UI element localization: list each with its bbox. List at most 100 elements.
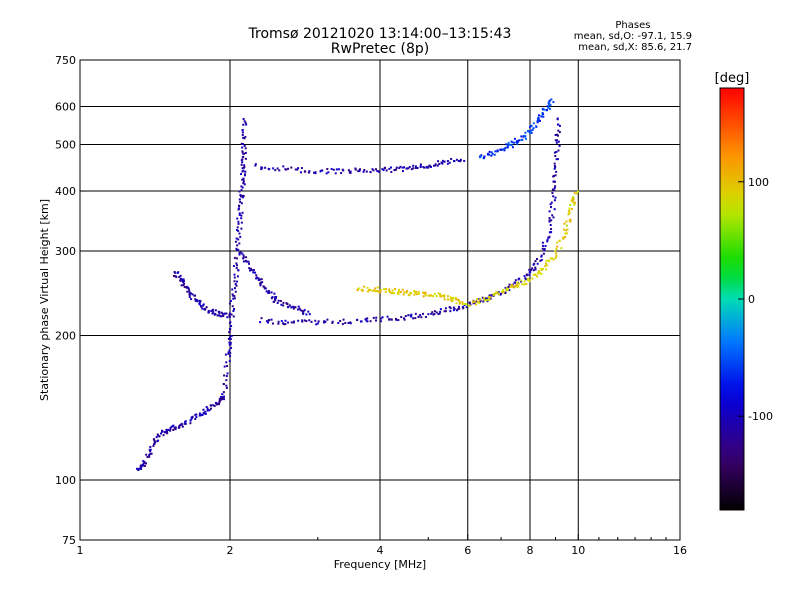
data-point <box>459 158 462 161</box>
data-point <box>437 292 440 295</box>
data-point <box>572 197 575 200</box>
data-point <box>496 149 499 152</box>
data-point <box>531 267 534 270</box>
data-point <box>556 158 559 161</box>
data-point <box>183 422 186 425</box>
data-point <box>389 290 392 293</box>
data-point <box>467 305 470 308</box>
data-point <box>239 200 242 203</box>
data-point <box>183 282 186 285</box>
data-point <box>271 322 274 325</box>
data-point <box>530 124 533 127</box>
data-point <box>363 285 366 288</box>
data-point <box>360 288 363 291</box>
data-point <box>335 168 338 171</box>
data-point <box>222 315 225 318</box>
data-point <box>478 301 481 304</box>
data-point <box>294 306 297 309</box>
data-point <box>563 222 566 225</box>
data-point <box>361 289 364 292</box>
data-point <box>155 436 158 439</box>
data-point <box>476 300 479 303</box>
data-point <box>394 317 397 320</box>
data-point <box>536 121 539 124</box>
data-point <box>461 305 464 308</box>
data-point <box>399 290 402 293</box>
data-point <box>414 291 417 294</box>
data-point <box>549 257 552 260</box>
data-point <box>385 169 388 172</box>
y-tick-label: 750 <box>55 54 76 67</box>
data-point <box>174 426 177 429</box>
data-point <box>182 278 185 281</box>
data-point <box>194 298 197 301</box>
data-point <box>222 391 225 394</box>
data-point <box>244 121 247 124</box>
data-point <box>303 170 306 173</box>
data-point <box>243 120 246 123</box>
phase-stats-x: mean, sd,X: 85.6, 21.7 <box>578 42 692 53</box>
data-point <box>402 317 405 320</box>
data-point <box>217 314 220 317</box>
data-point <box>170 425 173 428</box>
data-point <box>145 453 148 456</box>
data-point <box>488 298 491 301</box>
data-point <box>554 196 557 199</box>
data-point <box>555 254 558 257</box>
data-point <box>475 300 478 303</box>
data-point <box>516 281 519 284</box>
data-point <box>240 214 243 217</box>
data-point <box>456 308 459 311</box>
data-point <box>229 351 232 354</box>
data-point <box>558 144 561 147</box>
data-point <box>149 453 152 456</box>
data-point <box>267 292 270 295</box>
data-point <box>510 144 513 147</box>
data-point <box>446 295 449 298</box>
data-point <box>227 351 230 354</box>
data-point <box>544 245 547 248</box>
data-point <box>537 116 540 119</box>
data-point <box>414 317 417 320</box>
data-point <box>202 408 205 411</box>
data-point <box>221 312 224 315</box>
data-point <box>398 167 401 170</box>
data-point <box>300 167 303 170</box>
data-point <box>303 319 306 322</box>
data-point <box>548 219 551 222</box>
data-point <box>430 312 433 315</box>
data-point <box>491 152 494 155</box>
data-point <box>369 320 372 323</box>
data-point <box>190 417 193 420</box>
data-point <box>273 292 276 295</box>
data-point <box>238 207 241 210</box>
data-point <box>451 297 454 300</box>
data-point <box>326 168 329 171</box>
data-point <box>414 167 417 170</box>
data-point <box>569 204 572 207</box>
data-point <box>174 428 177 431</box>
data-point <box>530 268 533 271</box>
data-point <box>453 307 456 310</box>
data-point <box>282 322 285 325</box>
data-point <box>179 279 182 282</box>
data-point <box>206 409 209 412</box>
data-point <box>225 379 228 382</box>
data-point <box>236 275 239 278</box>
data-point <box>199 414 202 417</box>
data-point <box>419 163 422 166</box>
data-point <box>450 157 453 160</box>
data-point <box>538 119 541 122</box>
data-point <box>385 288 388 291</box>
data-point <box>496 291 499 294</box>
x-tick-label: 6 <box>464 544 471 557</box>
data-point <box>536 262 539 265</box>
data-point <box>510 283 513 286</box>
data-point <box>533 262 536 265</box>
data-point <box>552 216 555 219</box>
data-point <box>390 318 393 321</box>
data-point <box>249 267 252 270</box>
data-point <box>239 195 242 198</box>
data-point <box>518 277 521 280</box>
data-point <box>242 182 245 185</box>
